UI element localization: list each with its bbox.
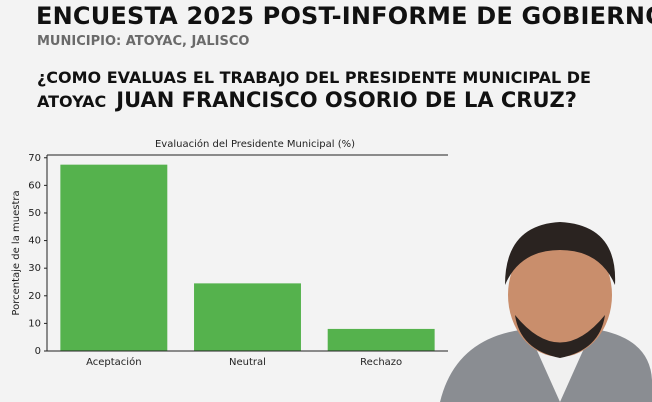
hair <box>505 222 616 285</box>
y-tick-label: 0 <box>35 346 41 357</box>
chart-title: Evaluación del Presidente Municipal (%) <box>155 138 355 150</box>
bar <box>194 283 301 351</box>
place: ATOYAC <box>37 92 107 111</box>
x-tick-label: Rechazo <box>360 357 402 368</box>
bar <box>60 164 168 351</box>
page-subtitle: MUNICIPIO: ATOYAC, JALISCO <box>37 34 250 49</box>
x-tick-label: Neutral <box>229 357 266 368</box>
y-tick-label: 70 <box>28 153 41 164</box>
person-name: JUAN FRANCISCO OSORIO DE LA CRUZ? <box>116 88 577 112</box>
page-title: ENCUESTA 2025 POST-INFORME DE GOBIERNO <box>36 2 652 30</box>
face <box>508 233 612 357</box>
question: ¿COMO EVALUAS EL TRABAJO DEL PRESIDENTE … <box>37 68 591 87</box>
x-tick-label: Aceptación <box>86 356 141 368</box>
beard <box>515 315 605 358</box>
y-tick-label: 40 <box>28 236 41 247</box>
photo <box>440 222 652 402</box>
y-axis-label: Porcentaje de la muestra <box>11 190 22 315</box>
bar <box>327 328 435 351</box>
y-tick-label: 60 <box>28 180 41 191</box>
y-tick-label: 30 <box>28 263 41 274</box>
question-line: ATOYAC JUAN FRANCISCO OSORIO DE LA CRUZ? <box>37 88 577 112</box>
y-tick-label: 20 <box>28 291 41 302</box>
y-tick-label: 50 <box>28 208 41 219</box>
y-tick-label: 10 <box>28 318 41 329</box>
